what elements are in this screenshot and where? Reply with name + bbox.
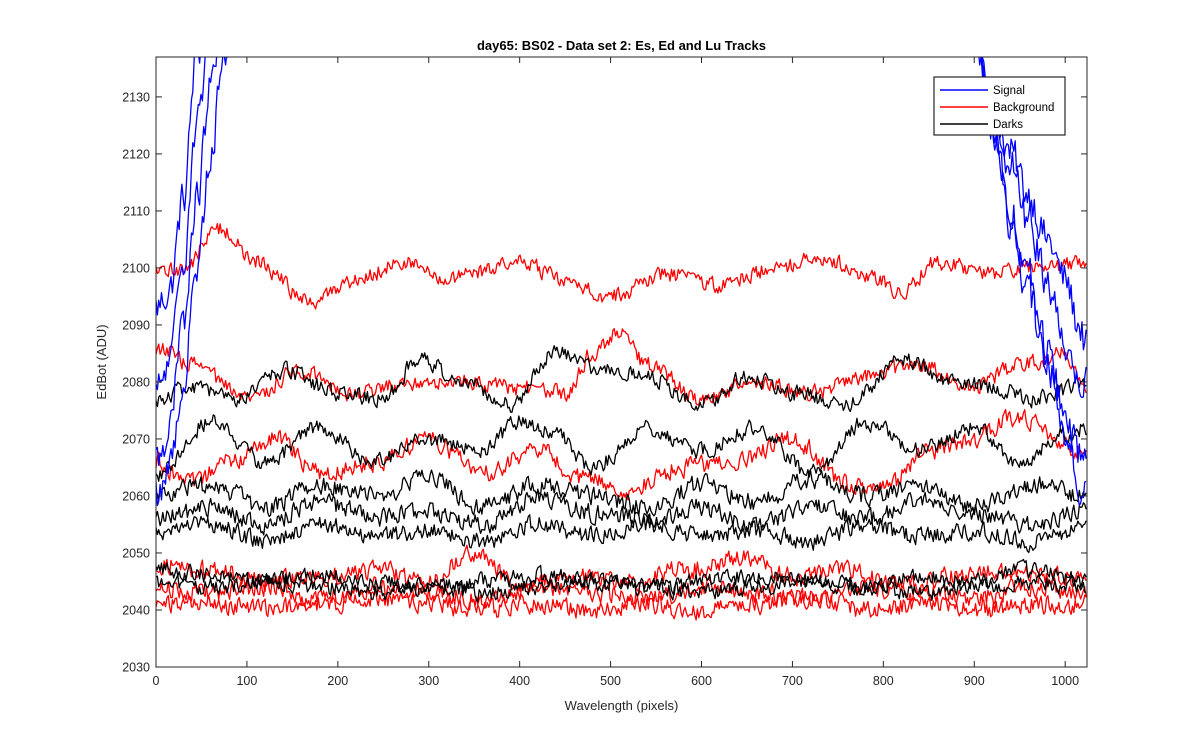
- legend-label: Signal: [993, 85, 1025, 97]
- y-tick-label: 2070: [122, 432, 150, 446]
- legend: Signal Background Darks: [933, 76, 1066, 136]
- y-axis: 2030 2040 2050 2060 2070 2080 2090 2100 2110 2120…: [122, 90, 1087, 675]
- y-tick-label: 2060: [122, 489, 150, 503]
- y-tick-label: 2130: [122, 90, 150, 104]
- x-tick-label: 800: [873, 674, 894, 688]
- y-tick-label: 2040: [122, 603, 150, 617]
- x-tick-label: 1000: [1051, 674, 1079, 688]
- series-line-background: [156, 408, 1087, 501]
- chart-title: day65: BS02 - Data set 2: Es, Ed and Lu …: [477, 38, 766, 53]
- x-tick-label: 500: [600, 674, 621, 688]
- series-line-background: [156, 544, 1087, 596]
- series-line-background: [156, 588, 1087, 621]
- legend-box: [933, 76, 1066, 136]
- series-line-background: [156, 576, 1087, 611]
- legend-label: Darks: [993, 119, 1023, 131]
- x-tick-label: 700: [782, 674, 803, 688]
- series-line-darks: [156, 572, 1087, 603]
- y-tick-label: 2110: [123, 204, 150, 218]
- x-tick-label: 300: [418, 674, 439, 688]
- y-tick-label: 2100: [122, 261, 150, 275]
- y-tick-label: 2090: [122, 318, 150, 332]
- x-tick-label: 200: [327, 674, 348, 688]
- series-layer: [156, 57, 1087, 621]
- y-tick-label: 2080: [122, 375, 150, 389]
- series-line-darks: [156, 514, 1087, 554]
- legend-label: Background: [993, 102, 1054, 114]
- y-tick-label: 2030: [122, 661, 150, 675]
- series-line-darks: [156, 414, 1087, 482]
- series-line-background: [156, 328, 1087, 406]
- x-tick-label: 0: [153, 674, 160, 688]
- y-axis-label: EdBot (ADU): [94, 324, 109, 399]
- y-tick-label: 2120: [122, 147, 150, 161]
- series-line-background: [156, 222, 1087, 310]
- plot-frame: [155, 56, 1088, 668]
- series-line-darks: [156, 345, 1087, 414]
- x-tick-label: 100: [236, 674, 257, 688]
- x-tick-label: 900: [964, 674, 985, 688]
- x-tick-label: 600: [691, 674, 712, 688]
- x-axis: 0 100 200 300 400 500 600 700 800 900 1000: [153, 57, 1079, 688]
- y-tick-label: 2050: [122, 546, 150, 560]
- series-line-darks: [156, 488, 1087, 536]
- x-tick-label: 400: [509, 674, 530, 688]
- x-axis-label: Wavelength (pixels): [565, 698, 679, 713]
- series-line-darks: [156, 469, 1087, 518]
